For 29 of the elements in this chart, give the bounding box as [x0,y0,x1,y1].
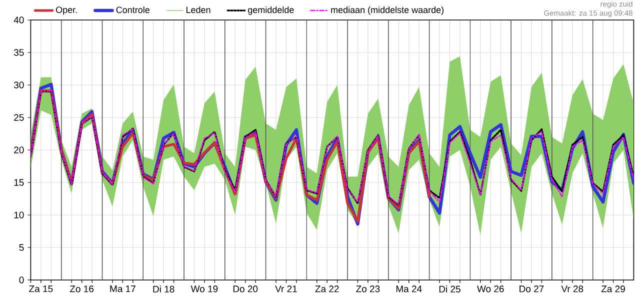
x-tick-label: Ma 24 [396,286,422,292]
legend-label: gemiddelde [248,6,294,15]
x-tick-label: Wo 19 [190,286,218,292]
y-tick-label: 25 [14,114,24,121]
legend-label: mediaan (middelste waarde) [331,6,444,15]
y-tick-label: 5 [19,244,24,251]
x-tick-label: Zo 16 [70,286,94,292]
x-tick-label: Di 25 [439,286,460,292]
x-tick-label: Do 27 [520,286,544,292]
y-tick-label: 15 [14,179,24,186]
x-tick-label: Di 18 [153,286,174,292]
x-tick-label: Vr 28 [561,286,584,292]
x-tick-label: Vr 21 [275,286,297,292]
x-tick-label: Zo 23 [356,286,380,292]
y-tick-label: 30 [14,82,24,88]
legend-label: Leden [186,6,210,14]
y-tick-label: 10 [14,212,24,218]
x-tick-label: Za 22 [315,286,339,292]
y-tick-label: 40 [14,16,24,24]
y-tick-label: 0 [19,276,24,284]
legend-label: Controle [116,6,150,14]
x-tick-label: Za 15 [29,286,53,292]
y-tick-label: 20 [14,146,24,154]
x-tick-label: Za 29 [601,286,625,292]
y-tick-label: 35 [14,49,24,56]
legend-label: Oper. [56,6,77,15]
x-tick-label: Do 20 [233,286,258,292]
x-tick-label: Ma 17 [110,286,136,292]
x-tick-label: Wo 26 [477,286,504,292]
